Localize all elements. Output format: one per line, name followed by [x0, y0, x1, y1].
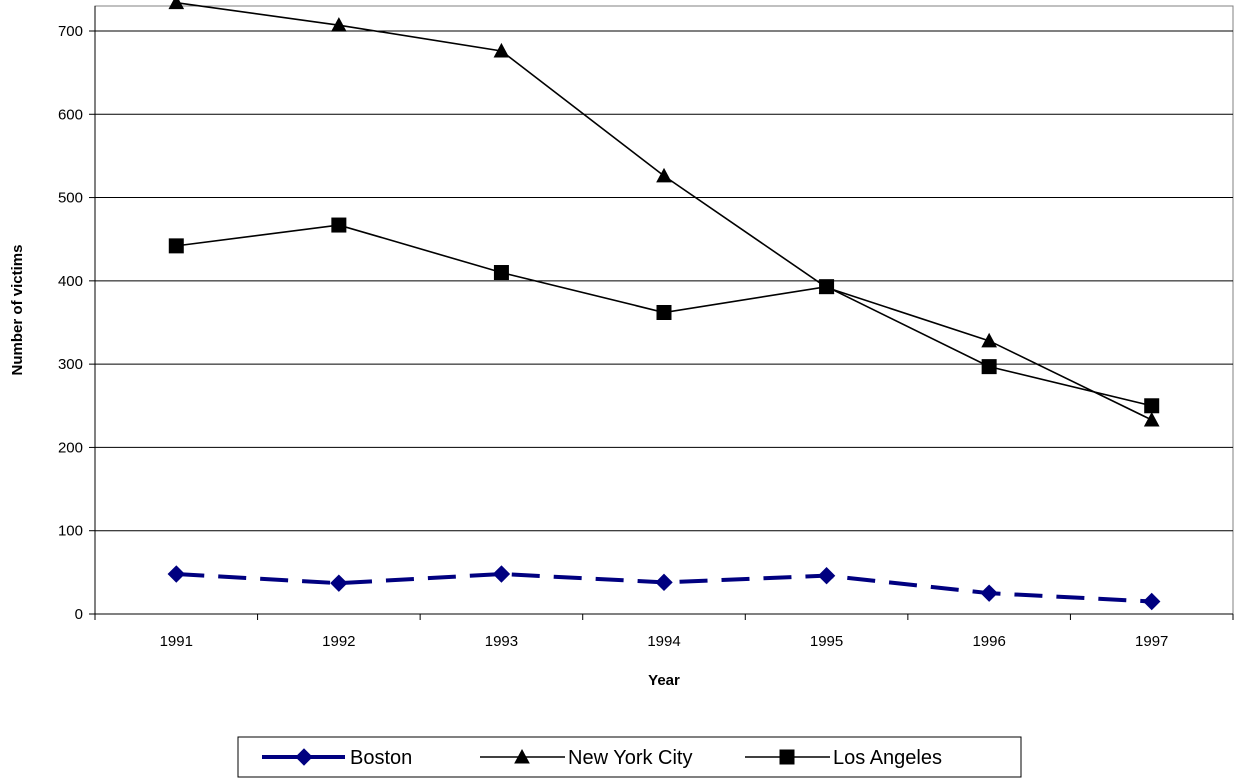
triangle-marker [493, 42, 510, 58]
axes [89, 6, 1234, 620]
triangle-marker [168, 0, 185, 10]
x-tick-label: 1996 [972, 633, 1005, 650]
square-marker [168, 238, 184, 254]
diamond-marker [330, 574, 348, 592]
diamond-marker [492, 565, 511, 583]
legend: Boston New York City Los Angeles [237, 736, 1022, 778]
y-tick-label: 200 [58, 439, 83, 456]
x-tick-label: 1995 [810, 633, 843, 650]
y-tick-label: 0 [75, 606, 83, 623]
square-marker [981, 359, 997, 375]
series-los-angeles [168, 217, 1160, 414]
y-tick-label: 600 [58, 106, 83, 123]
triangle-marker [1143, 411, 1160, 427]
series-group [167, 0, 1161, 611]
legend-box [237, 736, 1022, 778]
triangle-marker [981, 332, 997, 348]
y-tick-label: 500 [58, 190, 83, 207]
diamond-marker [167, 565, 185, 583]
legend-item: Los Angeles [745, 747, 942, 769]
y-axis-title: Number of victims [9, 245, 26, 376]
diamond-marker [817, 566, 836, 585]
x-tick-label: 1992 [322, 633, 355, 650]
legend-label: New York City [568, 747, 693, 769]
legend-label: Los Angeles [833, 747, 942, 769]
x-tick-labels: 1991 1992 1993 1994 1995 1996 1997 [160, 633, 1169, 650]
square-marker [779, 749, 795, 765]
y-tick-label: 400 [58, 273, 83, 290]
x-tick-label: 1994 [647, 633, 680, 650]
x-tick-label: 1993 [485, 633, 518, 650]
x-tick-label: 1991 [160, 633, 193, 650]
legend-item: Boston [262, 747, 412, 769]
legend-item: New York City [480, 747, 693, 769]
diamond-marker [980, 584, 998, 602]
triangle-marker [331, 17, 347, 32]
diamond-marker [1143, 592, 1161, 611]
x-tick-label: 1997 [1135, 633, 1168, 650]
square-marker [493, 265, 509, 281]
y-tick-labels: 0 100 200 300 400 500 600 700 [58, 23, 83, 623]
legend-label: Boston [350, 747, 412, 769]
diamond-marker [655, 573, 673, 592]
square-marker [819, 279, 835, 295]
diamond-marker [295, 748, 313, 766]
square-marker [331, 217, 347, 233]
y-tick-label: 700 [58, 23, 83, 40]
square-marker [1144, 398, 1160, 414]
series-new-york-city [168, 0, 1160, 427]
square-marker [656, 304, 672, 320]
triangle-marker [514, 748, 530, 764]
y-tick-label: 100 [58, 523, 83, 540]
series-boston [167, 565, 1161, 611]
x-axis-title: Year [648, 672, 680, 689]
gridlines [95, 30, 1233, 532]
y-tick-label: 300 [58, 356, 83, 373]
triangle-marker [656, 167, 672, 183]
